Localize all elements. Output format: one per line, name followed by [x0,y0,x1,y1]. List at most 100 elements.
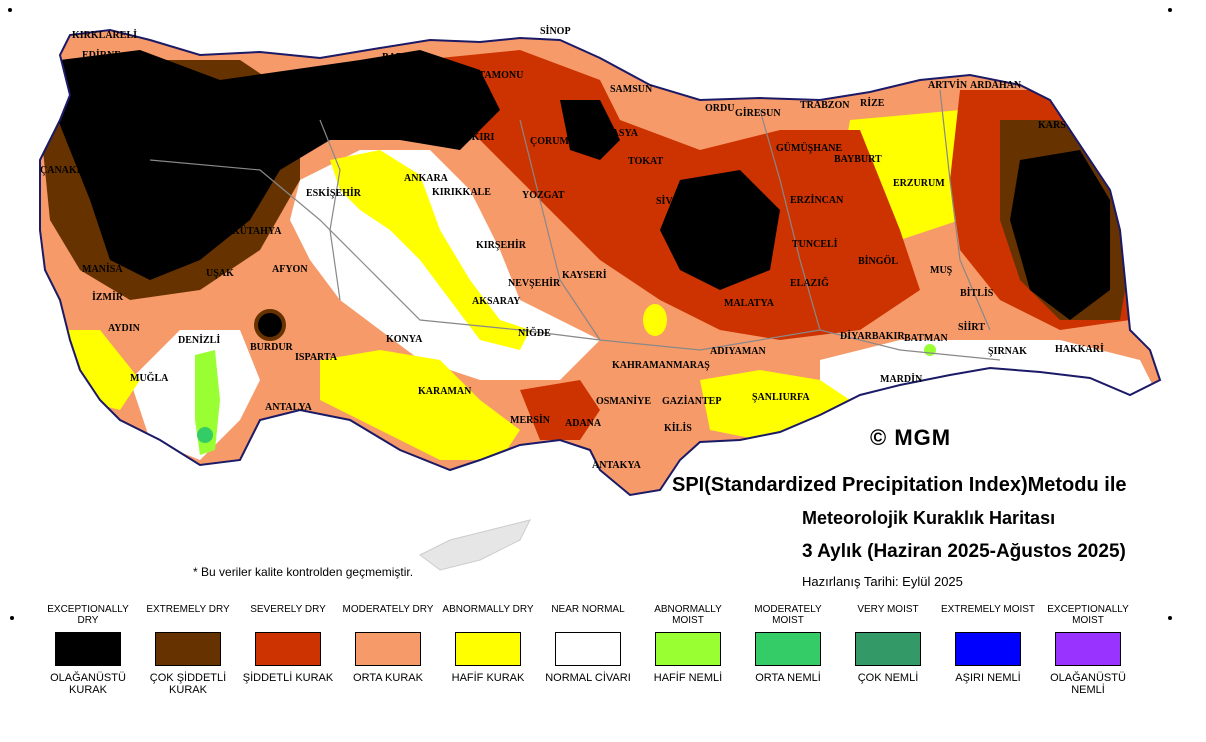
legend-item: EXCEPTIONALLY MOIST OLAĞANÜSTÜ NEMLİ [1038,604,1138,696]
legend-en-label: NEAR NORMAL [551,604,625,615]
city-label: SAMSUN [610,84,653,95]
legend-item: EXTREMELY DRY ÇOK ŞİDDETLİ KURAK [138,604,238,696]
city-label: GİRESUN [735,108,781,119]
corner-dot [1168,8,1172,12]
city-label: ANKARA [404,173,448,184]
legend-en-label: EXCEPTIONALLY MOIST [1047,604,1129,626]
city-label: ADIYAMAN [710,346,766,357]
zone-exceptionally-dry-burdur [254,309,286,341]
city-label: OSMANİYE [596,396,652,407]
legend-en-label: SEVERELY DRY [250,604,326,615]
city-label: MALATYA [724,298,775,309]
legend-en-label: MODERATELY DRY [342,604,434,615]
city-label: UŞAK [206,268,234,279]
city-label: GÜMÜŞHANE [776,143,843,154]
legend-item: EXCEPTIONALLY DRY OLAĞANÜSTÜ KURAK [38,604,138,696]
city-label: ISPARTA [295,352,338,363]
city-label: TOKAT [628,156,664,167]
legend: EXCEPTIONALLY DRY OLAĞANÜSTÜ KURAK EXTRE… [38,604,1162,714]
legend-tr-label: HAFİF NEMLİ [653,672,723,684]
city-label: KONYA [386,334,423,345]
province-boundaries [149,89,1001,361]
map-title-line3: 3 Aylık (Haziran 2025-Ağustos 2025) [802,541,1126,562]
city-label: TUNCELİ [792,239,838,250]
legend-en-label: EXCEPTIONALLY DRY [47,604,129,626]
legend-swatch [55,632,121,666]
zone-severely-dry-north [420,50,920,340]
legend-item: SEVERELY DRY ŞİDDETLİ KURAK [238,604,338,684]
legend-swatch [655,632,721,666]
mgm-copyright: © MGM [870,425,952,450]
city-label: DENİZLİ [178,335,221,346]
city-label: SİİRT [958,322,985,333]
city-label: AFYON [272,264,308,275]
city-label: ANTALYA [265,402,312,413]
city-label: BATMAN [904,333,948,344]
legend-swatch [355,632,421,666]
city-label: BAYBURT [834,154,882,165]
city-label: KAYSERİ [562,270,607,281]
city-label: MERSİN [510,415,551,426]
corner-dot [1168,616,1172,620]
city-label: BARTIN [382,52,421,63]
city-label: MUĞLA [130,373,169,384]
legend-tr-label: NORMAL CİVARI [545,672,631,684]
corner-dot [10,616,14,620]
legend-swatch [955,632,1021,666]
legend-tr-label: OLAĞANÜSTÜ NEMLİ [1050,672,1126,696]
city-label: MANİSA [82,264,123,275]
legend-swatch [455,632,521,666]
city-label: AYDIN [108,323,140,334]
city-label: KAHRAMANMARAŞ [612,360,710,371]
legend-en-label: VERY MOIST [857,604,919,615]
city-label: TRABZON [800,100,850,111]
city-label: ÇORUM [530,136,569,147]
legend-item: EXTREMELY MOIST AŞIRI NEMLİ [938,604,1038,684]
city-label: ERZİNCAN [790,195,844,206]
legend-swatch [1055,632,1121,666]
city-label: EDİRNE [82,50,121,61]
zone-abnormally-dry-central [330,150,530,350]
city-label: YOZGAT [522,190,565,201]
city-label: BALIKESİR [106,188,162,199]
zone-exceptionally-dry-west [50,50,500,280]
city-label: ESKİŞEHİR [306,188,362,199]
legend-en-label: ABNORMALLY MOIST [654,604,722,626]
turkey-border [39,28,1162,497]
city-label: ADANA [565,418,602,429]
legend-item: ABNORMALLY MOIST HAFİF NEMLİ [638,604,738,684]
drought-zones [40,30,1160,495]
legend-tr-label: ORTA KURAK [353,672,423,684]
city-label: IĞDIR [1072,186,1103,197]
city-label: ARTVİN [928,80,968,91]
zone-abnormally-moist-batman [924,344,936,356]
city-label: KIRKLARELİ [72,30,138,41]
zone-exceptionally-dry-amasya [560,100,620,160]
corner-dot [8,8,12,12]
preparation-date: Hazırlanış Tarihi: Eylül 2025 [802,574,963,589]
city-label: ANTAKYA [592,460,641,471]
city-label: ŞANLIURFA [752,392,810,403]
legend-tr-label: ORTA NEMLİ [755,672,821,684]
city-label: KÜTAHYA [232,226,282,237]
city-label: KARAMAN [418,386,472,397]
city-label: SİNOP [540,26,571,37]
city-label: ÇANAKKALE [40,165,106,176]
legend-item: MODERATELY MOIST ORTA NEMLİ [738,604,838,684]
city-label: SİVAS [656,196,685,207]
legend-tr-label: ŞİDDETLİ KURAK [242,672,334,684]
legend-tr-label: OLAĞANÜSTÜ KURAK [50,672,126,696]
city-label: İZMİR [92,292,124,303]
map-title-line1: SPI(Standardized Precipitation Index)Met… [672,474,1127,496]
map-title-line2: Meteorolojik Kuraklık Haritası [802,508,1056,528]
city-label: NEVŞEHİR [508,278,561,289]
city-label: KARS [1038,120,1066,131]
city-label: DİYARBAKIR [840,331,905,342]
legend-tr-label: HAFİF KURAK [451,672,525,684]
city-label: ORDU [705,103,735,114]
city-label: ÇANKIRI [450,132,495,143]
legend-en-label: MODERATELY MOIST [754,604,822,626]
city-label: KIRIKKALE [432,187,491,198]
city-label: KIRŞEHİR [476,240,527,251]
cyprus-island [419,519,531,571]
